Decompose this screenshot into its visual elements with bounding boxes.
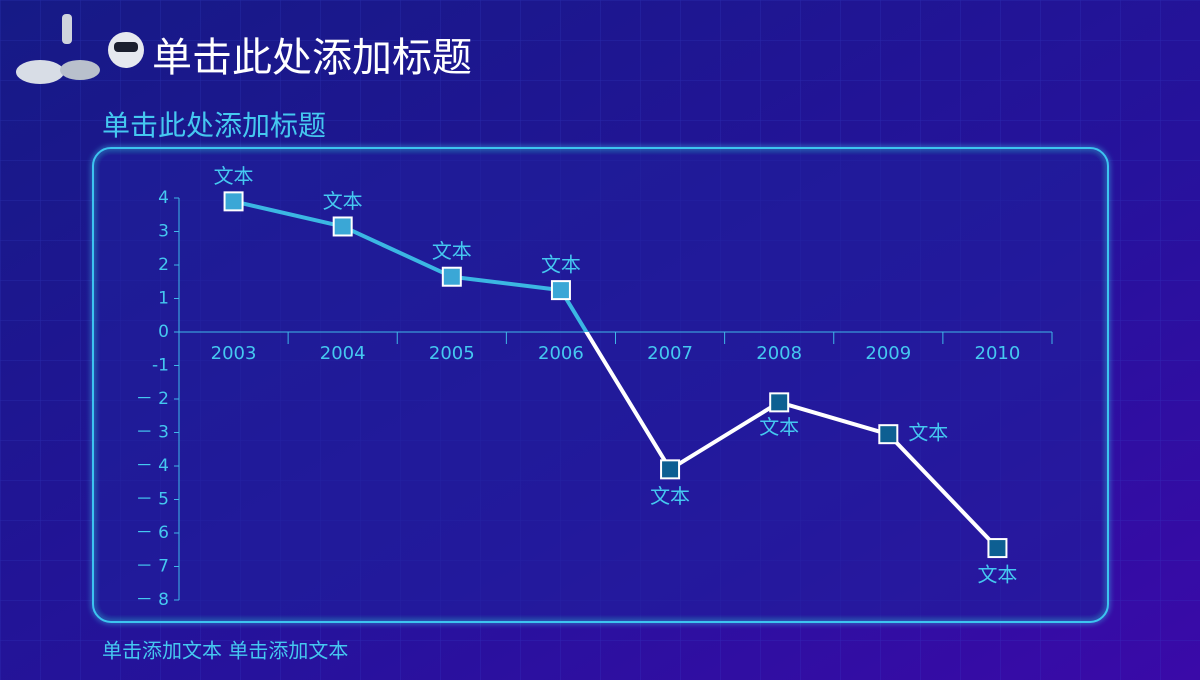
y-tick-label: 3 — [158, 222, 169, 242]
data-label: 文本 — [541, 253, 581, 277]
marker — [332, 216, 353, 237]
y-tick-label: － 5 — [136, 490, 169, 510]
marker — [223, 191, 244, 212]
x-tick-label: 2004 — [320, 343, 366, 364]
data-label: 文本 — [759, 415, 799, 439]
x-tick-label: 2003 — [211, 343, 257, 364]
x-tick-label: 2006 — [538, 343, 584, 364]
plot: 4 3 2 1 0 -1 － 2 － 3 － 4 － 5 － 6 － 7 － 8 2003 2004 2005… — [136, 164, 1053, 610]
y-tick-label: － 6 — [136, 523, 169, 543]
footer-text: 单击添加文本 单击添加文本 — [102, 639, 348, 663]
marker — [441, 266, 462, 287]
x-tick-label: 2010 — [975, 343, 1021, 364]
y-tick-label: － 8 — [136, 590, 169, 610]
data-label: 文本 — [214, 164, 254, 188]
marker — [660, 459, 681, 480]
line — [233, 199, 999, 550]
x-tick-label: 2009 — [865, 343, 911, 364]
marker — [987, 538, 1008, 559]
x-tick-label: 2005 — [429, 343, 475, 364]
data-label: 文本 — [323, 189, 363, 213]
data-label: 文本 — [977, 563, 1017, 587]
chart-title: 单击此处添加标题 — [102, 109, 326, 142]
chart-panel — [92, 147, 1109, 623]
y-tick-label: － 3 — [136, 423, 169, 443]
marker — [769, 392, 790, 413]
y-tick-label: 0 — [158, 322, 169, 342]
y-tick-label: 2 — [158, 255, 169, 275]
data-label: 文本 — [650, 484, 690, 508]
y-tick-label: 1 — [158, 289, 169, 309]
y-tick-label: － 2 — [136, 389, 169, 409]
robot-icon — [16, 14, 144, 84]
marker — [878, 424, 899, 445]
y-tick-label: － 7 — [136, 557, 169, 577]
y-tick-label: － 4 — [136, 456, 169, 476]
x-tick-label: 2007 — [647, 343, 693, 364]
data-label: 文本 — [432, 239, 472, 263]
y-tick-label: 4 — [158, 188, 169, 208]
y-tick-label: -1 — [152, 356, 169, 376]
data-label: 文本 — [908, 421, 948, 445]
marker — [550, 280, 571, 301]
x-tick-label: 2008 — [756, 343, 802, 364]
header-title: 单击此处添加标题 — [152, 35, 472, 81]
